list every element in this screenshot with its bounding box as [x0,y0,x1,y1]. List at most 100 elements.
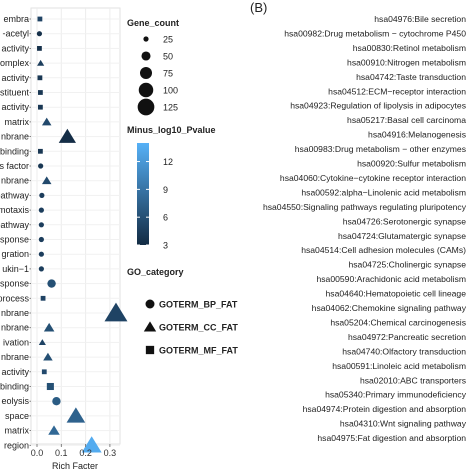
data-point [41,117,52,126]
legend-size-marker [138,82,154,98]
pathway-label: hsa04976:Bile secretion [374,14,466,24]
pathway-label: hsa04512:ECM−receptor interaction [328,86,466,96]
data-point [37,16,43,22]
y-tick-label: nbrane [1,132,29,142]
pathway-label: hsa00590:Arachidonic acid metabolism [316,274,466,284]
x-tick-label: 0.1 [55,448,68,458]
legend-go-category-title: GO_category [127,267,184,277]
data-point [38,148,43,154]
y-tick-label: space [5,411,29,421]
data-point [38,163,44,169]
data-point [38,339,46,345]
pathway-label: hsa05217:Basal cell carcinoma [347,115,466,125]
y-tick-label: nbrane [1,308,29,318]
panel-a-dot-plot: embra -acetyl activity omplex activity stitue… [0,7,128,471]
legend-gene-count: Gene_count 25 50 75 100 125 [127,18,179,116]
y-tick-label: activity [1,367,29,377]
y-tick-label: activity [1,102,29,112]
pathway-label: hsa00910:Nitrogen metabolism [347,57,466,67]
y-tick-label: matrix [5,426,30,436]
y-tick-label: activity [1,73,29,83]
legend-pvalue-title: Minus_log10_Pvalue [127,125,216,135]
colorbar-tick-label: 3 [163,241,168,251]
legend-shape-marker [145,345,155,355]
data-point [36,31,43,37]
y-tick-label: stituent [0,88,29,98]
colorbar-tick-label: 12 [163,157,173,167]
panel-b-label: (B) [250,0,267,15]
pathway-label: hsa04550:Signaling pathways regulating p… [263,202,467,212]
y-tick-label: ivation [3,337,29,347]
y-tick-label: binding [0,382,29,392]
legend-size-marker [139,66,153,80]
pathway-label: hsa04060:Cytokine−cytokine receptor inte… [280,173,466,183]
data-point [43,322,55,332]
y-tick-label: ukin−1 [2,264,29,274]
data-point [38,266,44,272]
legend-shape-label: GOTERM_BP_FAT [159,300,238,310]
legend-size-label: 100 [163,86,178,96]
pathway-label: hsa04514:Cell adhesion molecules (CAMs) [301,245,466,255]
data-point [48,425,60,435]
pathway-label: hsa04310:Wnt signaling pathway [340,419,467,429]
colorbar-tick-label: 9 [163,185,168,195]
pathway-label: hsa04740:Olfactory transduction [342,346,466,356]
data-point [37,59,45,66]
y-tick-label: embra [3,14,29,24]
x-tick-label: 0.2 [79,448,92,458]
data-points [36,16,128,453]
pathway-label: hsa04640:Hematopoietic cell lineage [326,289,467,299]
data-point [41,369,47,375]
legend-gene-count-title: Gene_count [127,18,179,28]
y-tick-label: eolysis [1,396,29,406]
data-point [47,279,56,288]
legend-size-marker [141,51,151,61]
legend-shape-marker [145,299,155,309]
y-tick-label: process [0,293,29,303]
legend-size-marker [137,98,155,116]
x-axis-ticks: 0.0 0.1 0.2 0.3 [31,444,116,458]
pathway-label: hsa04923:Regulation of lipolysis in adip… [290,101,466,111]
plot-panel [30,7,121,445]
y-tick-label: sponse [0,235,29,245]
data-point [40,295,46,301]
data-point [81,436,102,453]
pathway-label: hsa04742:Taste transduction [356,72,466,82]
y-axis-labels: embra -acetyl activity omplex activity stitue… [0,14,31,450]
legend-size-label: 75 [163,69,173,79]
data-point [39,192,45,198]
data-point [58,128,76,143]
legend-shape-marker [143,321,157,332]
pathway-label: hsa04724:Glutamatergic synapse [338,231,466,241]
data-point [43,352,53,361]
y-tick-label: motaxis [0,205,29,215]
pathway-label: hsa04916:Melanogenesis [368,130,466,140]
y-tick-label: s factor [0,161,29,171]
data-point [38,251,44,257]
pathway-label: hsa05204:Chemical carcinogenesis [330,317,466,327]
pathway-label: hsa04975:Fat digestion and absorption [317,433,466,443]
legend-go-category: GO_category GOTERM_BP_FAT GOTERM_CC_FAT GO… [127,267,238,356]
data-point [52,397,61,406]
x-axis-title: Rich Facter [52,461,98,471]
pathway-label: hsa00592:alpha−Linolenic acid metabolism [301,187,466,197]
legend-size-label: 25 [163,35,173,45]
y-tick-label: sponse [0,279,29,289]
pathway-label: hsa05340:Primary immunodeficiency [325,390,467,400]
data-point [38,207,44,213]
pathway-label: hsa00591:Linoleic acid metabolism [332,361,466,371]
legend-size-label: 125 [163,103,178,113]
pathway-label: hsa04972:Pancreatic secretion [348,332,466,342]
x-tick-label: 0.0 [31,448,44,458]
data-point [66,407,86,423]
y-tick-label: -acetyl [2,29,29,39]
y-tick-label: nbrane [1,352,29,362]
y-tick-label: omplex [0,58,29,68]
y-tick-label: nbrane [1,323,29,333]
y-tick-label: nbrane [1,176,29,186]
y-tick-label: activity [1,43,29,53]
data-point [38,104,43,110]
data-point [41,176,52,185]
panel-b-pathway-list: (B) hsa04976:Bile secretion hsa00982:Drug… [250,0,467,443]
